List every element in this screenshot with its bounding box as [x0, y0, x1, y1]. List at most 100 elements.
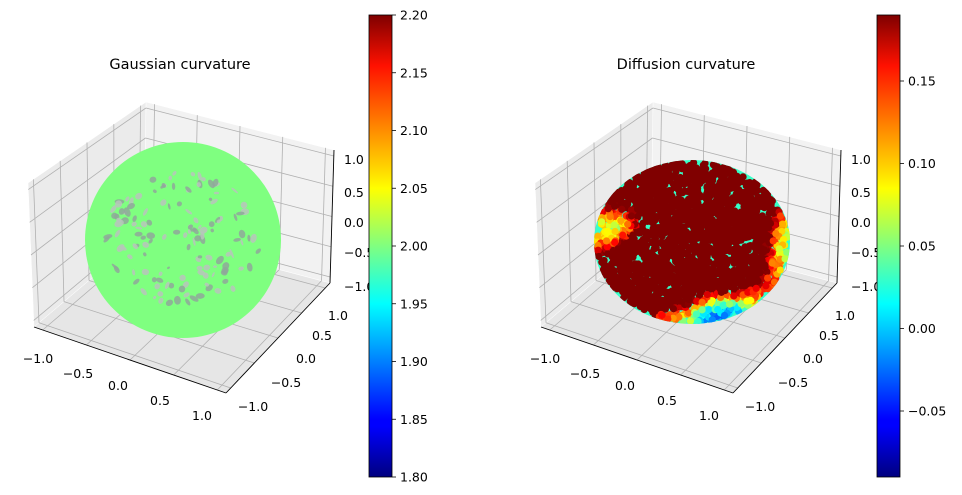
- scatter-point: [103, 236, 110, 243]
- scatter-point: [231, 187, 239, 194]
- scatter-point: [196, 265, 203, 271]
- scatter-point: [695, 212, 703, 220]
- scatter-point: [229, 249, 234, 259]
- colorbar-tick-label: 2.10: [400, 123, 428, 138]
- scatter-point: [118, 208, 125, 215]
- colorbar-tick-label: 0.15: [908, 74, 936, 89]
- scatter-point: [146, 232, 156, 239]
- scatter-point: [720, 311, 729, 320]
- z-tick-label: −1.0: [344, 279, 374, 294]
- scatter-point: [731, 238, 739, 246]
- scatter-point: [197, 171, 202, 181]
- scatter-point: [676, 209, 684, 218]
- scatter-point: [708, 177, 717, 185]
- scatter-point: [619, 231, 627, 239]
- scatter-point: [667, 251, 675, 259]
- gridline-x: [723, 280, 829, 391]
- scatter-point: [652, 290, 660, 298]
- scatter-point: [617, 217, 625, 225]
- scatter-point: [627, 212, 635, 220]
- scatter-point: [684, 232, 692, 240]
- scatter-point: [233, 238, 241, 242]
- scatter-point: [686, 317, 695, 324]
- scatter-point: [703, 187, 712, 196]
- scatter-point: [725, 300, 734, 308]
- x-tick-label: 0.0: [108, 378, 128, 393]
- scatter-point: [111, 212, 118, 219]
- scatter-point: [127, 254, 133, 260]
- scatter-point: [172, 229, 181, 235]
- scatter-point: [745, 188, 753, 196]
- scatter-point: [114, 219, 124, 228]
- scatter-point: [633, 296, 641, 304]
- scatter-point: [667, 196, 675, 205]
- colorbar-tick-label: 0.05: [908, 239, 936, 254]
- scatter-point: [659, 281, 667, 290]
- scatter-point: [735, 277, 743, 285]
- scatter-point: [759, 248, 767, 256]
- scatter-point: [752, 241, 760, 249]
- subplot-diffusion: Diffusion curvature −1.0−0.50.00.51.0−1.…: [530, 14, 946, 478]
- scatter-point: [132, 269, 136, 276]
- scatter-point: [715, 243, 723, 252]
- scatter-point: [708, 216, 716, 224]
- scatter-point: [707, 299, 715, 307]
- x-tick-label: 0.0: [615, 378, 635, 393]
- scatter-point: [730, 285, 738, 293]
- colorbar-diffusion: −0.05 0.00 0.05 0.10 0.15: [876, 14, 946, 478]
- scatter-point: [115, 200, 123, 208]
- scatter-point: [171, 182, 176, 190]
- scatter-point: [682, 201, 690, 210]
- y-tick-label: 0.5: [819, 328, 839, 343]
- scatter-point: [686, 161, 694, 170]
- scatter-point: [132, 215, 137, 222]
- scatter-point: [736, 260, 744, 268]
- scatter-point: [629, 253, 637, 261]
- scatter-point: [142, 208, 148, 216]
- scatter-point: [730, 194, 739, 202]
- scatter-point: [236, 211, 245, 216]
- scatter-point: [131, 221, 137, 227]
- scatter-point: [625, 281, 633, 289]
- scatter-point: [199, 226, 208, 234]
- scatter-point: [185, 298, 191, 306]
- scatter-point: [736, 210, 744, 218]
- y-axis-line: [732, 282, 838, 394]
- scatter-point: [624, 220, 632, 228]
- colorbar-tick-label: 1.90: [400, 354, 428, 369]
- scatter-point: [697, 248, 705, 256]
- scatter-point: [685, 211, 693, 219]
- scatter-point: [680, 180, 688, 188]
- colorbar-tick-label: 0.10: [908, 156, 936, 171]
- scatter-point: [238, 266, 244, 271]
- scatter-point: [162, 234, 167, 240]
- colorbar-bar-diffusion: [876, 14, 901, 478]
- scatter-point: [616, 256, 624, 265]
- scatter-point: [679, 261, 688, 270]
- scatter-point: [594, 246, 602, 254]
- y-tick-label: 1.0: [835, 308, 855, 323]
- scatter-point: [134, 231, 143, 237]
- scatter-point: [192, 237, 196, 246]
- scatter-point: [222, 268, 229, 275]
- scatter-point: [611, 227, 619, 236]
- scatter-point: [658, 239, 667, 247]
- scatter-point: [764, 274, 772, 282]
- y-tick-label: −1.0: [745, 399, 775, 414]
- y-tick-label: −0.5: [778, 375, 808, 390]
- scatter-point: [195, 293, 205, 299]
- scatter-point: [204, 282, 210, 287]
- scatter-point: [233, 213, 238, 221]
- scatter-point: [711, 251, 719, 260]
- scatter-point: [160, 185, 165, 189]
- scatter-point: [664, 169, 673, 177]
- scatter-point: [240, 239, 244, 246]
- scatter-point: [192, 227, 199, 235]
- scatter-point: [141, 268, 150, 276]
- scatter-point: [250, 233, 257, 243]
- scatter-point: [647, 254, 656, 262]
- scatter-diffusion: [594, 160, 790, 324]
- scatter-point: [153, 295, 157, 300]
- scatter-point: [222, 262, 230, 270]
- scatter-point: [127, 203, 135, 210]
